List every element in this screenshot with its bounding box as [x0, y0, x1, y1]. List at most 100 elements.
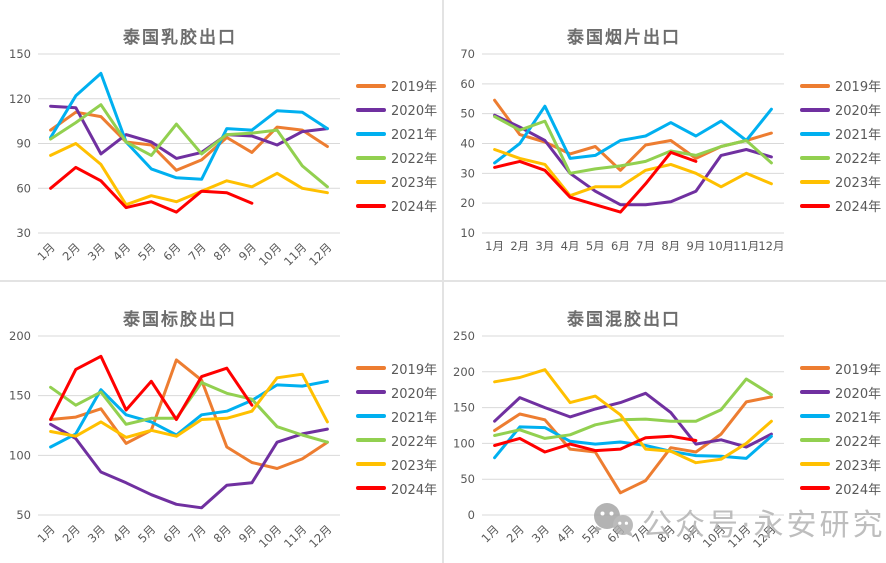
legend-swatch-icon — [800, 485, 830, 490]
x-tick-label: 12月 — [306, 522, 334, 550]
legend-swatch-icon — [356, 437, 386, 442]
legend-item: 2021年 — [800, 125, 881, 143]
x-tick-label: 5月 — [135, 522, 158, 545]
legend-label: 2023年 — [835, 458, 882, 474]
x-tick-label: 8月 — [655, 522, 678, 545]
x-tick-label: 1月 — [478, 522, 501, 545]
x-tick-label: 5月 — [135, 240, 158, 263]
legend-label: 2020年 — [391, 386, 438, 402]
legend-swatch-icon — [800, 155, 830, 160]
legend-item: 2023年 — [800, 455, 882, 474]
x-tick-label: 11月 — [281, 240, 309, 268]
legend-item: 2024年 — [800, 479, 881, 497]
x-tick-label: 7月 — [185, 240, 208, 263]
x-tick-label: 6月 — [604, 522, 627, 545]
y-tick-label: 60 — [460, 77, 475, 91]
x-tick-label: 8月 — [661, 239, 680, 253]
legend-swatch-icon — [800, 203, 830, 208]
legend-item: 2024年 — [800, 197, 881, 215]
series-line-2020年 — [49, 104, 329, 160]
legend-item: 2019年 — [800, 359, 882, 378]
series-line-2022年 — [493, 377, 773, 440]
legend-item: 2023年 — [356, 173, 438, 191]
series-line-2023年 — [49, 372, 329, 439]
y-tick-label: 30 — [16, 226, 31, 240]
x-tick-label: 8月 — [211, 522, 234, 545]
series-line-2019年 — [49, 110, 329, 172]
x-tick-label: 2月 — [60, 240, 83, 263]
x-tick-label: 4月 — [110, 522, 133, 545]
legend-label: 2023年 — [391, 175, 438, 191]
legend-label: 2024年 — [391, 482, 438, 498]
x-tick-label: 12月 — [758, 239, 784, 253]
y-tick-label: 120 — [9, 92, 31, 106]
legend-swatch-icon — [800, 389, 830, 394]
legend-label: 2019年 — [835, 362, 882, 378]
series-line-2023年 — [49, 142, 329, 207]
chart-latex-export: 泰国乳胶出口 30 60 90 120 150 1月 2月 3月 4月 5月 6月 7月 8月 9月 10月… — [0, 0, 442, 280]
y-tick-label: 20 — [460, 196, 475, 210]
x-tick-label: 8月 — [211, 240, 234, 263]
legend: 2019年 2020年 2021年 2022年 2023年 2024年 — [800, 359, 882, 497]
y-tick-label: 10 — [460, 226, 475, 240]
x-tick-label: 9月 — [687, 239, 706, 253]
legend: 2019年 2020年 2021年 2022年 2023年 2024年 — [356, 359, 438, 498]
x-tick-label: 3月 — [536, 239, 555, 253]
x-tick-label: 1月 — [34, 240, 57, 263]
legend-item: 2022年 — [800, 149, 881, 167]
x-tick-label: 10月 — [256, 240, 284, 268]
series-line-2023年 — [493, 148, 773, 198]
y-tick-label: 200 — [453, 365, 475, 379]
legend-label: 2019年 — [391, 79, 438, 95]
x-tick-label: 2月 — [504, 522, 527, 545]
legend-item: 2022年 — [356, 431, 438, 450]
series-line-2022年 — [49, 103, 329, 189]
series-line-2024年 — [49, 165, 254, 214]
legend-swatch-icon — [356, 83, 386, 88]
legend-swatch-icon — [356, 131, 386, 136]
legend-item: 2020年 — [356, 383, 438, 402]
y-tick-label: 150 — [9, 389, 31, 403]
legend-item: 2020年 — [800, 101, 881, 119]
y-tick-label: 150 — [453, 401, 475, 415]
x-tick-label: 3月 — [85, 522, 108, 545]
legend-label: 2020年 — [835, 386, 882, 402]
legend-label: 2021年 — [835, 410, 882, 426]
x-tick-label: 11月 — [733, 239, 759, 253]
legend-item: 2023年 — [356, 455, 437, 473]
series-line-2024年 — [49, 354, 254, 421]
series-line-2021年 — [49, 379, 329, 449]
legend-item: 2023年 — [800, 173, 882, 191]
legend-label: 2024年 — [391, 199, 438, 215]
x-tick-label: 5月 — [586, 239, 605, 253]
y-tick-label: 200 — [9, 329, 31, 343]
chart-mixed-rubber-export: 泰国混胶出口 0 50 100 150 200 250 1月 2月 3月 4月 5月 6月 7月 8月 9月… — [444, 282, 886, 563]
chart-title: 泰国烟片出口 — [567, 28, 681, 49]
y-tick-label: 150 — [9, 47, 31, 61]
x-tick-label: 3月 — [85, 240, 108, 263]
x-tick-label: 2月 — [510, 239, 529, 253]
legend-swatch-icon — [356, 107, 386, 112]
legend-item: 2021年 — [356, 407, 437, 425]
legend-label: 2022年 — [391, 434, 438, 450]
x-tick-label: 4月 — [561, 239, 580, 253]
series-line-2019年 — [493, 395, 773, 495]
legend-item: 2022年 — [800, 431, 881, 449]
legend-item: 2019年 — [800, 77, 881, 95]
legend-swatch-icon — [356, 413, 386, 418]
mixed-rubber-export-plot: 0 50 100 150 200 250 1月 2月 3月 4月 5月 6月 7月 8月 9月10月11月1… — [453, 329, 784, 551]
legend-swatch-icon — [356, 365, 386, 370]
x-tick-label: 4月 — [554, 522, 577, 545]
legend-label: 2023年 — [835, 175, 882, 191]
y-tick-label: 50 — [460, 472, 475, 486]
y-tick-label: 0 — [468, 508, 475, 522]
x-tick-label: 5月 — [579, 522, 602, 545]
x-tick-label: 4月 — [110, 240, 133, 263]
legend-label: 2021年 — [391, 127, 438, 143]
legend-label: 2019年 — [391, 362, 438, 378]
x-tick-label: 11月 — [281, 522, 309, 550]
x-tick-label: 1月 — [34, 522, 57, 545]
series-line-2020年 — [493, 113, 773, 207]
series-line-2022年 — [493, 115, 773, 175]
